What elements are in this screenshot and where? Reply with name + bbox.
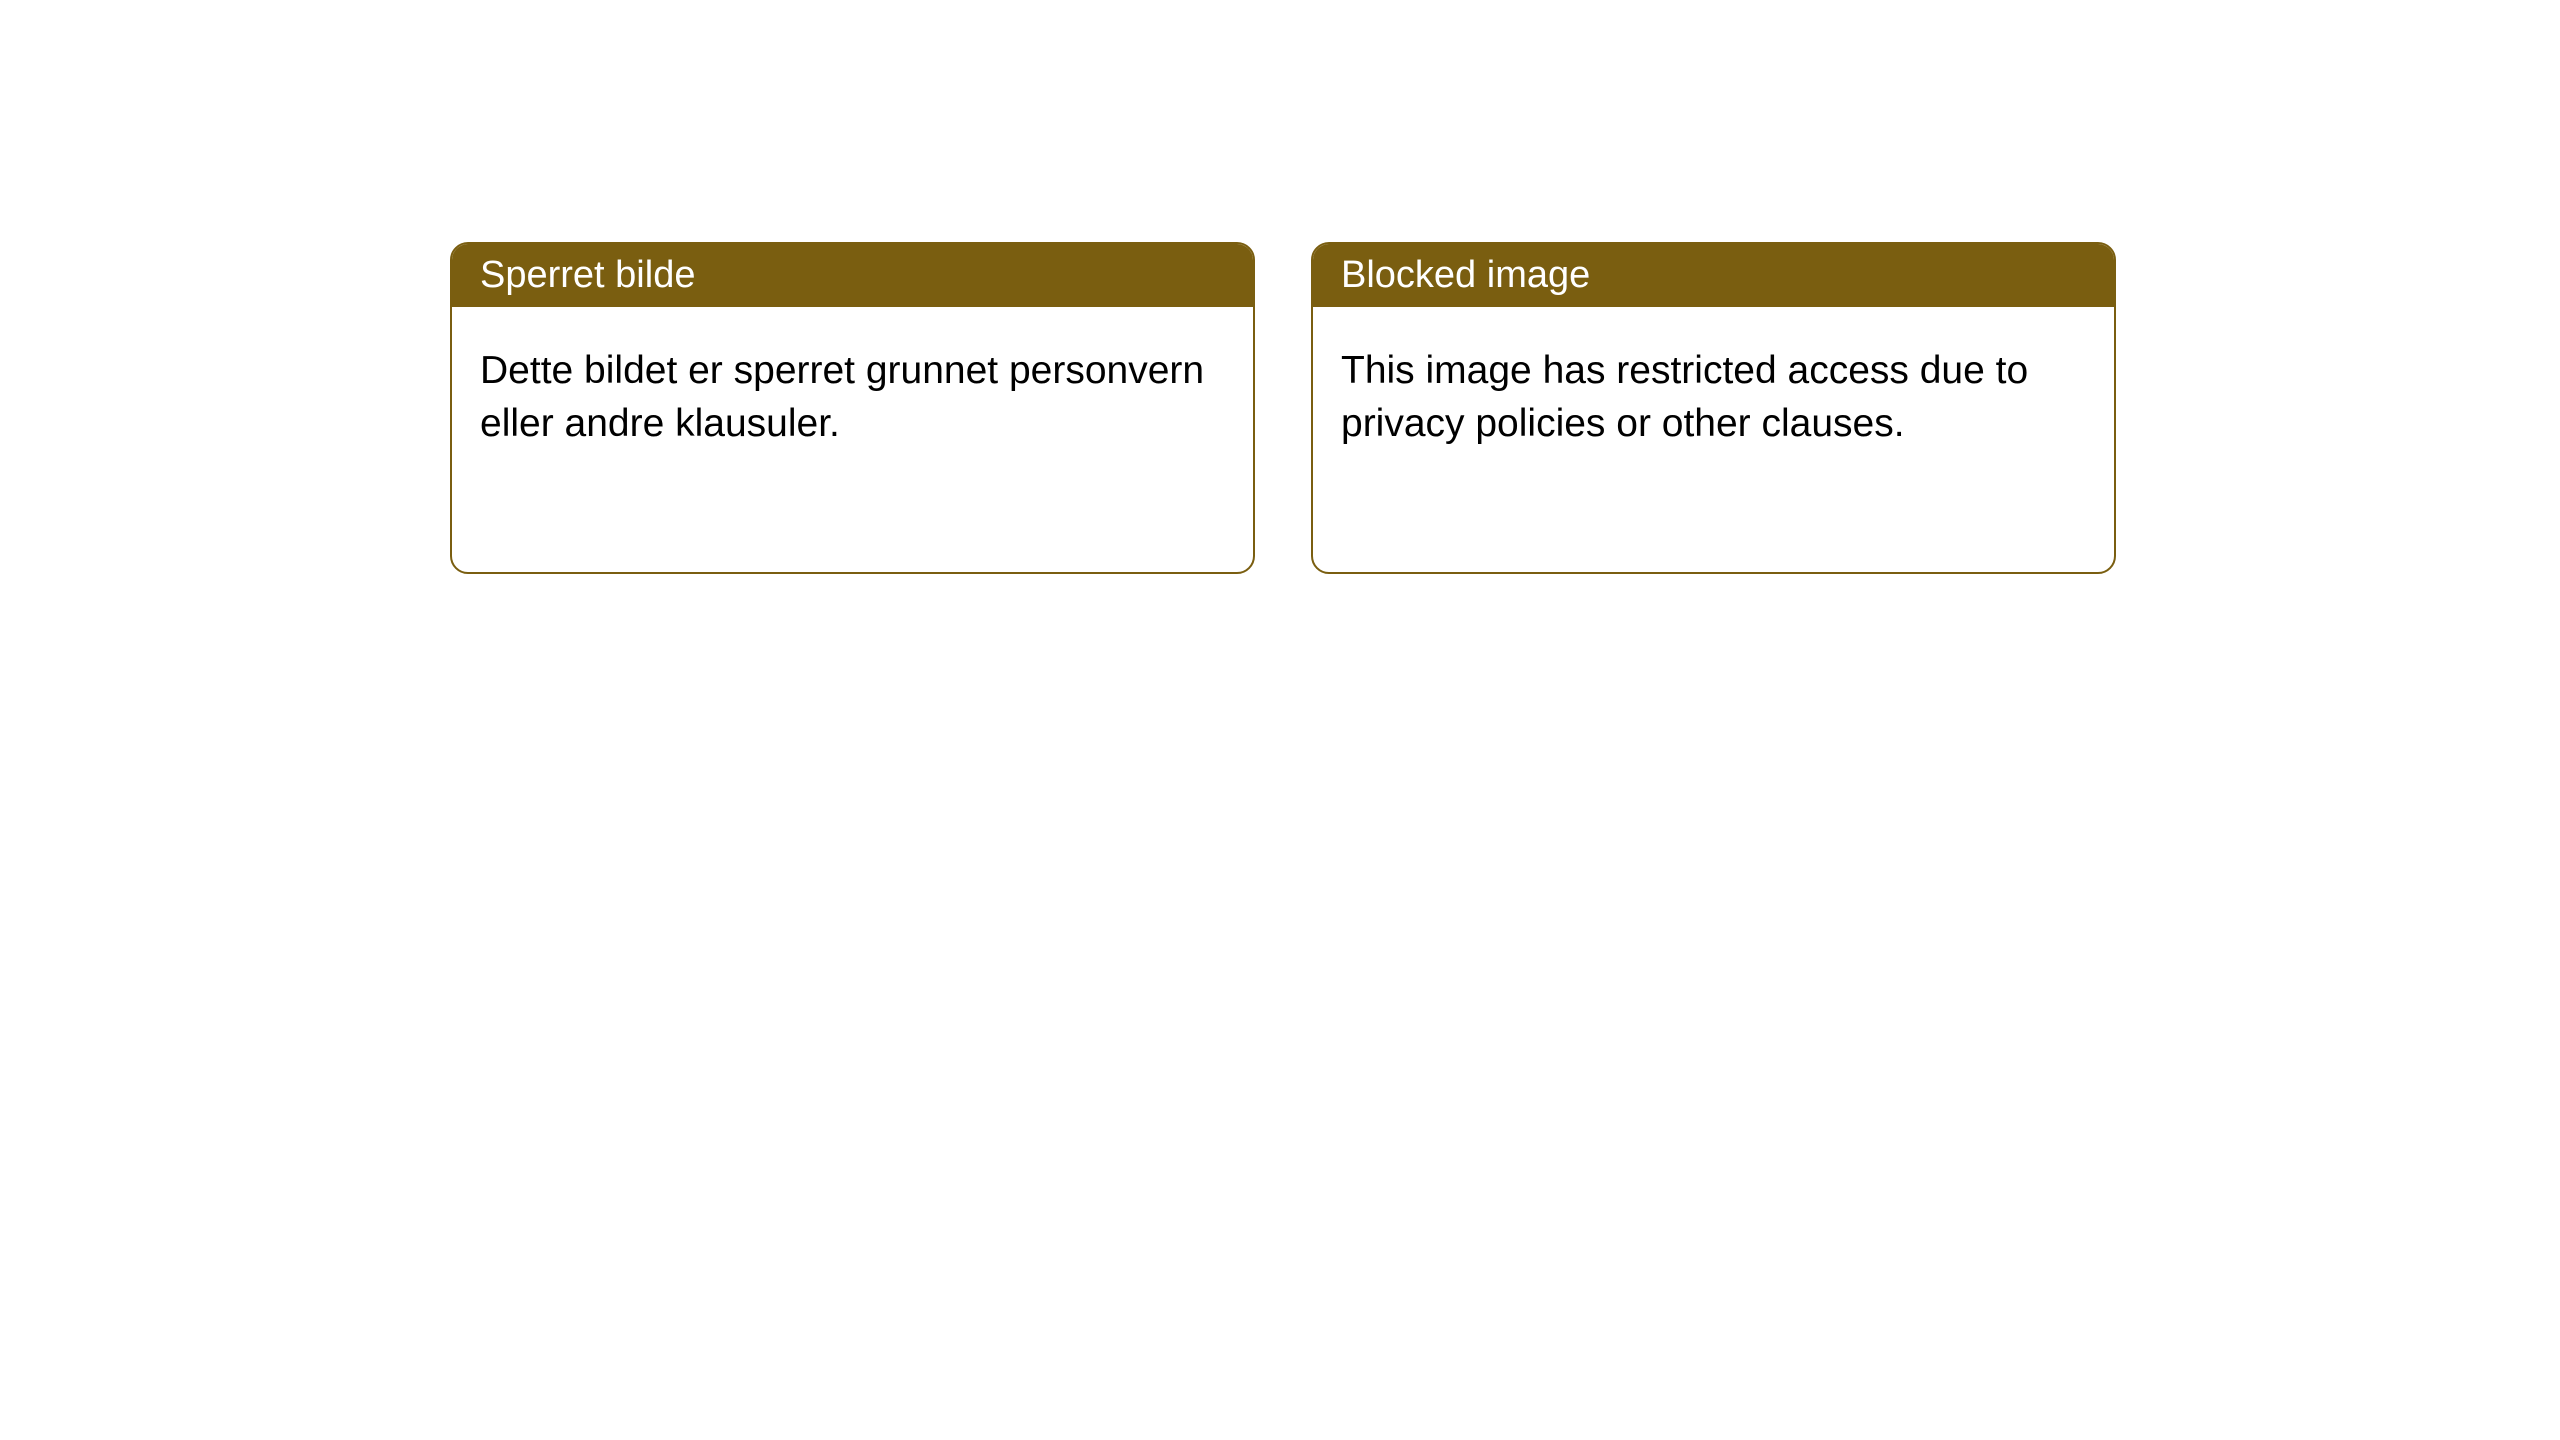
card-title: Sperret bilde	[480, 254, 695, 296]
card-body-text: Dette bildet er sperret grunnet personve…	[480, 349, 1204, 445]
card-body: Dette bildet er sperret grunnet personve…	[452, 307, 1253, 488]
card-title: Blocked image	[1341, 254, 1590, 296]
notice-card-norwegian: Sperret bilde Dette bildet er sperret gr…	[450, 242, 1255, 574]
card-body-text: This image has restricted access due to …	[1341, 349, 2028, 445]
card-header: Sperret bilde	[452, 244, 1253, 307]
card-body: This image has restricted access due to …	[1313, 307, 2114, 488]
notice-cards-container: Sperret bilde Dette bildet er sperret gr…	[450, 242, 2116, 574]
card-header: Blocked image	[1313, 244, 2114, 307]
notice-card-english: Blocked image This image has restricted …	[1311, 242, 2116, 574]
